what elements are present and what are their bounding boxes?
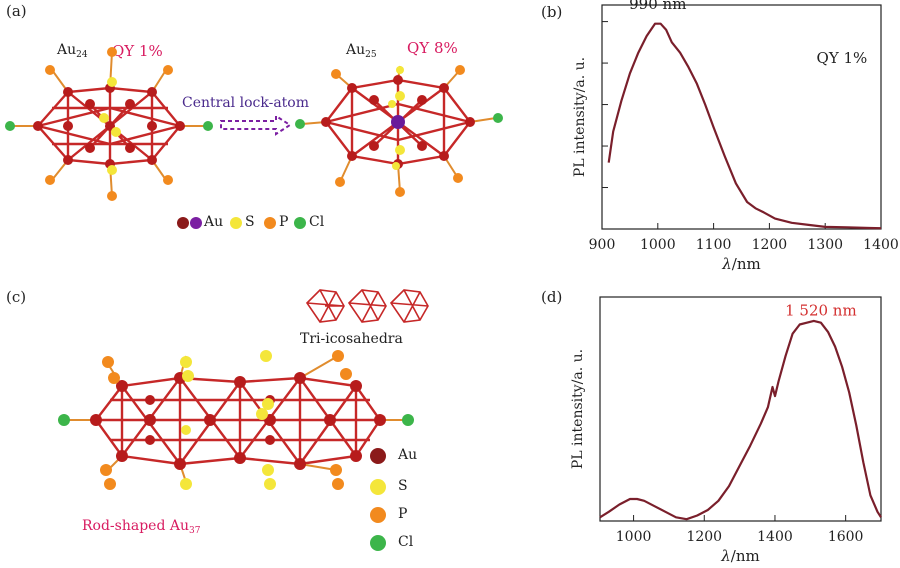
legend-c-s-label: S xyxy=(398,478,408,494)
y-axis-label: PL intensity/a. u. xyxy=(570,349,586,469)
legend-c-p-label: P xyxy=(398,506,408,522)
legend-au-label: Au xyxy=(204,214,224,230)
legend-c-cl-label: Cl xyxy=(398,534,414,550)
legend-c-au-label: Au xyxy=(398,447,418,463)
x-tick-label: 900 xyxy=(589,237,616,253)
pl-spectrum-line xyxy=(599,319,882,521)
legend-p-label: P xyxy=(279,214,289,230)
plot-frame xyxy=(601,4,882,230)
au24-cluster-image xyxy=(5,47,213,201)
pl-spectrum-line xyxy=(607,22,882,230)
x-tick-label: 1400 xyxy=(757,529,793,545)
au24-label: Au24 xyxy=(57,42,88,60)
y-axis-label: PL intensity/a. u. xyxy=(572,57,588,177)
x-tick-label: 1200 xyxy=(686,529,722,545)
tri-icosahedra-image xyxy=(305,289,429,323)
annotation-label: 990 nm xyxy=(629,0,686,13)
panel-d-tag: (d) xyxy=(541,288,563,306)
panel-c-tag: (c) xyxy=(6,288,27,306)
central-lock-atom-label: Central lock-atom xyxy=(182,95,309,111)
rod-shaped-au37-caption: Rod-shaped Au37 xyxy=(82,518,201,536)
x-tick-label: 1600 xyxy=(828,529,864,545)
x-axis-label: λ/nm xyxy=(721,255,760,273)
annotation-label: 1 520 nm xyxy=(785,301,857,319)
panel-b-tag: (b) xyxy=(541,3,563,21)
panel-c-legend-dots xyxy=(370,448,386,551)
au37-rod-image xyxy=(58,350,414,490)
dashed-arrow-icon xyxy=(220,114,292,136)
au25-qy-label: QY 8% xyxy=(407,39,458,57)
x-tick-label: 1100 xyxy=(696,237,732,253)
x-tick-label: 1000 xyxy=(640,237,676,253)
plot-frame xyxy=(599,296,882,522)
x-tick-label: 1400 xyxy=(863,237,899,253)
x-axis-label: λ/nm xyxy=(720,547,759,565)
annotation-label: QY 1% xyxy=(817,49,868,67)
tri-icosahedra-label: Tri-icosahedra xyxy=(300,331,403,347)
panel-a-tag: (a) xyxy=(6,2,27,20)
legend-s-label: S xyxy=(245,214,255,230)
au25-cluster-image xyxy=(295,65,503,197)
x-tick-label: 1000 xyxy=(616,529,652,545)
x-tick-label: 1200 xyxy=(752,237,788,253)
legend-cl-label: Cl xyxy=(309,214,325,230)
x-tick-label: 1300 xyxy=(807,237,843,253)
au24-qy-label: QY 1% xyxy=(112,42,163,60)
au25-label: Au25 xyxy=(346,42,377,60)
panel-a-legend-dots xyxy=(177,217,306,229)
